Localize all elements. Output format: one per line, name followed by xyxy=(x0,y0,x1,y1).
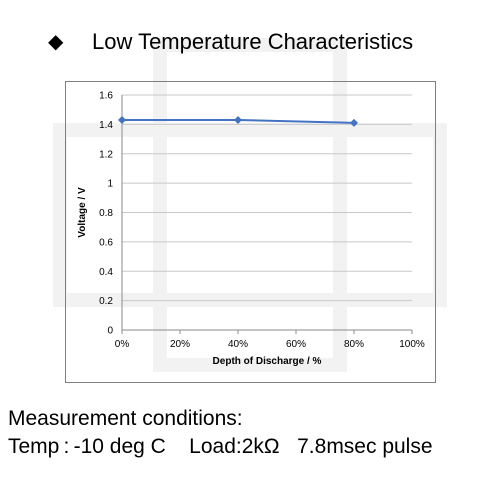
title-row: ◆ Low Temperature Characteristics xyxy=(48,28,413,56)
conditions-details: Temp : -10 deg C Load:2kΩ 7.8msec pulse xyxy=(8,433,433,461)
x-tick-label: 40% xyxy=(228,339,248,350)
condition-load: Load:2kΩ xyxy=(189,435,280,458)
conditions-heading: Measurement conditions: xyxy=(8,407,243,430)
diamond-bullet-icon: ◆ xyxy=(48,31,64,53)
x-tick-label: 20% xyxy=(170,339,190,350)
y-tick-label: 0.6 xyxy=(99,237,113,248)
data-point-marker xyxy=(234,115,242,124)
line-chart: 0 0.2 0.4 0.6 0.8 1 1.2 1.4 1.6 0% 20% 40% 60% 80% 100… xyxy=(77,91,425,368)
chart-frame: 0 0.2 0.4 0.6 0.8 1 1.2 1.4 1.6 0% 20% 40% 60% 80% 100… xyxy=(65,81,436,383)
y-tick-label: 0.8 xyxy=(99,208,113,219)
x-tick-label: 60% xyxy=(286,339,306,350)
y-tick-label: 1.6 xyxy=(99,91,113,102)
y-tick-label: 0.4 xyxy=(99,267,113,278)
y-tick-label: 1.4 xyxy=(99,120,113,131)
x-tick-label: 0% xyxy=(115,339,130,350)
y-tick-label: 1.2 xyxy=(99,149,113,160)
spacer xyxy=(166,435,189,458)
spacer xyxy=(280,435,298,458)
x-axis-label: Depth of Discharge / % xyxy=(213,356,322,367)
condition-temp: Temp : -10 deg C xyxy=(8,435,166,458)
page-title: Low Temperature Characteristics xyxy=(92,29,414,54)
y-tick-label: 0.2 xyxy=(99,296,113,307)
x-tick-label: 80% xyxy=(344,339,364,350)
measurement-conditions: Measurement conditions: Temp : -10 deg C… xyxy=(8,405,433,461)
data-point-marker xyxy=(118,115,126,124)
condition-pulse: 7.8msec pulse xyxy=(297,435,433,458)
y-axis-label: Voltage / V xyxy=(77,187,88,238)
y-tick-label: 1 xyxy=(107,179,113,190)
y-tick-label: 0 xyxy=(107,326,113,337)
x-tick-label: 100% xyxy=(399,339,425,350)
data-point-marker xyxy=(350,118,358,127)
